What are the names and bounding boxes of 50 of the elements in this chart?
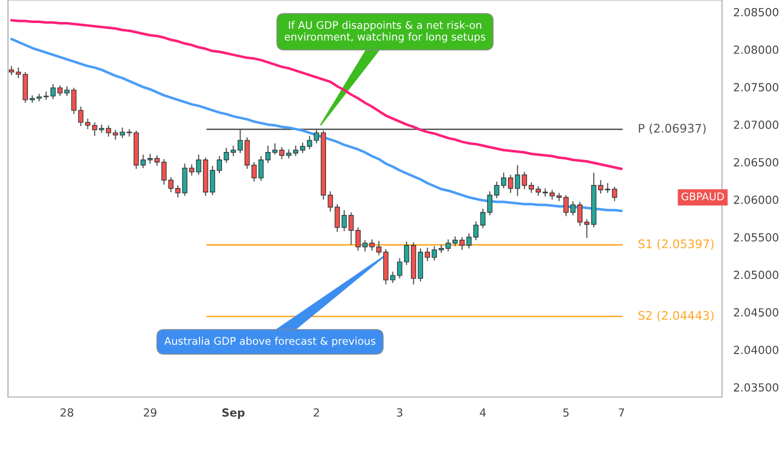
candlestick bbox=[112, 129, 118, 140]
candlestick bbox=[306, 135, 312, 150]
y-tick-label: 2.05500 bbox=[734, 233, 778, 242]
candlestick bbox=[210, 165, 216, 196]
line-series bbox=[10, 19, 623, 170]
y-tick-label: 2.03500 bbox=[734, 383, 778, 392]
candlestick bbox=[8, 65, 14, 76]
ref-line-label: S1 (2.05397) bbox=[638, 239, 714, 250]
y-tick-label: 2.07000 bbox=[734, 120, 778, 129]
y-tick-label: 2.06500 bbox=[734, 158, 778, 166]
candlestick bbox=[612, 186, 618, 202]
y-tick-label: 2.06000 bbox=[734, 196, 778, 204]
candlestick bbox=[570, 200, 576, 216]
y-tick-label: 2.05000 bbox=[734, 270, 778, 280]
candlestick bbox=[508, 174, 514, 194]
ref-line-label: S2 (2.04443) bbox=[638, 310, 714, 322]
x-tick-label: 28 bbox=[60, 408, 74, 417]
candlestick bbox=[369, 238, 375, 252]
annotation: Australia GDP above forecast & previous bbox=[164, 336, 376, 347]
candlestick bbox=[522, 171, 528, 190]
candlestick bbox=[64, 86, 70, 97]
x-tick-label: 5 bbox=[563, 408, 569, 417]
x-tick-label: Sep bbox=[222, 408, 245, 419]
candlestick bbox=[265, 145, 271, 164]
candlestick bbox=[459, 236, 465, 250]
annotation: If AU GDP disappoints & a net risk-on environment, watching for long setups bbox=[284, 20, 486, 43]
annotation: GBPAUD bbox=[682, 192, 724, 200]
y-tick-label: 2.08000 bbox=[734, 46, 778, 54]
x-tick-label: 7 bbox=[618, 408, 624, 417]
y-tick-label: 2.04000 bbox=[734, 346, 778, 354]
y-tick-label: 2.04500 bbox=[734, 308, 778, 317]
candlestick bbox=[106, 124, 112, 138]
ref-line-label: P (2.06937) bbox=[638, 124, 706, 134]
candlestick bbox=[57, 85, 63, 97]
candlestick bbox=[466, 232, 472, 249]
y-tick-label: 2.07500 bbox=[734, 83, 778, 92]
candlestick bbox=[216, 156, 222, 174]
candlestick bbox=[258, 156, 264, 182]
candlestick bbox=[563, 194, 569, 217]
y-tick-label: 2.08500 bbox=[734, 8, 778, 16]
x-tick-label: 2 bbox=[314, 408, 319, 417]
candlestick bbox=[50, 84, 56, 100]
candlestick bbox=[514, 164, 520, 196]
x-tick-label: 29 bbox=[144, 408, 156, 417]
candlestick bbox=[154, 154, 160, 166]
candlestick bbox=[362, 240, 368, 252]
candlestick bbox=[355, 226, 361, 252]
x-tick-label: 4 bbox=[480, 408, 486, 417]
x-tick-label: 3 bbox=[396, 408, 402, 417]
candlestick bbox=[161, 158, 167, 186]
